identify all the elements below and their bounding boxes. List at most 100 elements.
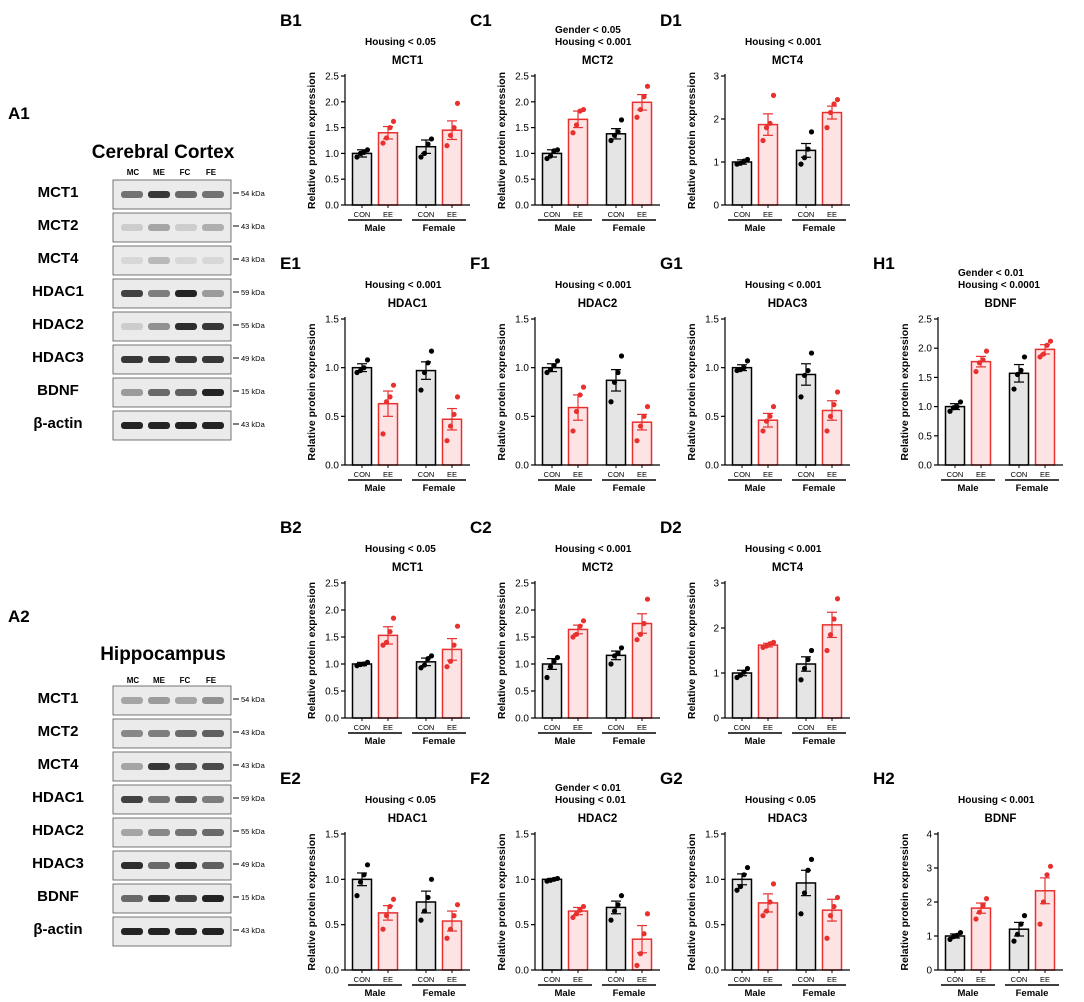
data-point — [834, 894, 841, 901]
chart-title: MCT2 — [582, 562, 613, 574]
size-label: 43 kDa — [241, 728, 266, 737]
data-point — [983, 348, 990, 354]
lane-label: FC — [180, 168, 191, 177]
group-label: Female — [803, 736, 836, 747]
data-point — [1044, 342, 1050, 348]
data-point — [447, 132, 454, 138]
data-point — [387, 125, 393, 131]
x-tick-label: CON — [798, 470, 815, 479]
protein-label: MCT2 — [38, 217, 79, 234]
data-point — [570, 914, 576, 921]
data-point — [380, 140, 386, 146]
y-tick-label: 1.0 — [705, 363, 719, 374]
panel-label: C1 — [470, 11, 492, 30]
blot-band — [202, 763, 224, 770]
x-tick-label: CON — [734, 470, 751, 479]
size-label: 15 kDa — [241, 893, 266, 902]
data-point — [554, 654, 561, 661]
stats-text: Housing < 0.001 — [745, 544, 822, 555]
blot-band — [202, 829, 224, 836]
x-tick-label: EE — [827, 210, 837, 219]
protein-label: MCT2 — [38, 723, 79, 740]
data-point — [947, 408, 953, 414]
x-tick-label: CON — [608, 470, 625, 479]
data-point — [444, 664, 450, 670]
size-label: 43 kDa — [241, 926, 266, 935]
data-point — [644, 911, 651, 917]
y-axis-label: Relative protein expression — [686, 323, 698, 460]
blot-band — [121, 763, 143, 770]
group-label: Female — [1016, 483, 1049, 494]
y-tick-label: 0.0 — [515, 966, 529, 977]
data-point — [421, 662, 428, 668]
y-tick-label: 1.5 — [325, 830, 339, 841]
data-point — [615, 369, 621, 376]
panel-b1: B1 Housing < 0.05 MCT1 Relative protein exp… — [280, 11, 470, 234]
data-point — [834, 97, 841, 103]
y-tick-label: 2.5 — [325, 579, 339, 590]
y-tick-label: 0.5 — [515, 175, 529, 186]
lane-label: MC — [127, 676, 140, 685]
blot-band — [175, 895, 197, 902]
blot-band — [121, 290, 143, 297]
protein-label: HDAC1 — [32, 789, 84, 806]
blot-band — [121, 323, 143, 330]
data-point — [976, 909, 983, 915]
data-point — [644, 596, 651, 602]
blot-band — [148, 389, 170, 396]
data-point — [390, 118, 397, 125]
data-point — [957, 399, 964, 405]
data-point — [637, 106, 644, 113]
y-axis-label: Relative protein expression — [306, 833, 318, 970]
stats-text: Housing < 0.001 — [555, 280, 632, 291]
data-point — [383, 639, 390, 646]
data-point — [383, 399, 390, 405]
data-point — [1014, 931, 1021, 937]
panel-d2: D2 Housing < 0.001 MCT4 Relative protein ex… — [660, 518, 850, 747]
data-point — [831, 616, 837, 622]
data-point — [947, 936, 953, 943]
data-point — [824, 125, 830, 131]
data-point — [1021, 354, 1028, 360]
data-point — [447, 423, 454, 429]
y-tick-label: 0.0 — [705, 966, 719, 977]
data-point — [808, 129, 815, 135]
blot-band — [175, 730, 197, 737]
stats-text: Housing < 0.05 — [365, 795, 436, 806]
y-axis-label: Relative protein expression — [496, 582, 508, 719]
data-point — [831, 101, 837, 107]
chart-title: HDAC1 — [388, 813, 428, 825]
group-label: Female — [423, 988, 456, 997]
data-point — [983, 896, 990, 902]
bar-con — [731, 672, 753, 719]
y-tick-label: 2.5 — [515, 72, 529, 83]
blot-band — [121, 697, 143, 704]
group-label: Male — [554, 988, 575, 997]
data-point — [980, 357, 986, 363]
data-point — [634, 114, 640, 120]
x-tick-label: EE — [383, 470, 393, 479]
data-point — [570, 428, 576, 434]
data-point — [801, 890, 808, 896]
y-tick-label: 0.5 — [515, 920, 529, 931]
data-point — [741, 872, 747, 878]
data-point — [357, 367, 364, 374]
group-label: Male — [554, 483, 575, 494]
y-tick-label: 0.5 — [705, 920, 719, 931]
data-point — [573, 122, 580, 128]
data-point — [428, 348, 435, 354]
data-point — [544, 369, 550, 376]
bar-ee — [441, 129, 463, 206]
panel-e1: E1 Housing < 0.001 HDAC1 Relative protein e… — [280, 254, 470, 494]
data-point — [608, 137, 614, 144]
data-point — [1040, 351, 1047, 357]
y-axis-label: Relative protein expression — [686, 72, 698, 209]
blot-band — [121, 862, 143, 869]
x-tick-label: EE — [447, 975, 457, 984]
x-tick-label: EE — [573, 470, 583, 479]
blot-band — [175, 928, 197, 935]
data-point — [428, 136, 435, 142]
data-point — [834, 389, 841, 395]
data-point — [834, 596, 841, 602]
x-tick-label: CON — [1011, 975, 1028, 984]
